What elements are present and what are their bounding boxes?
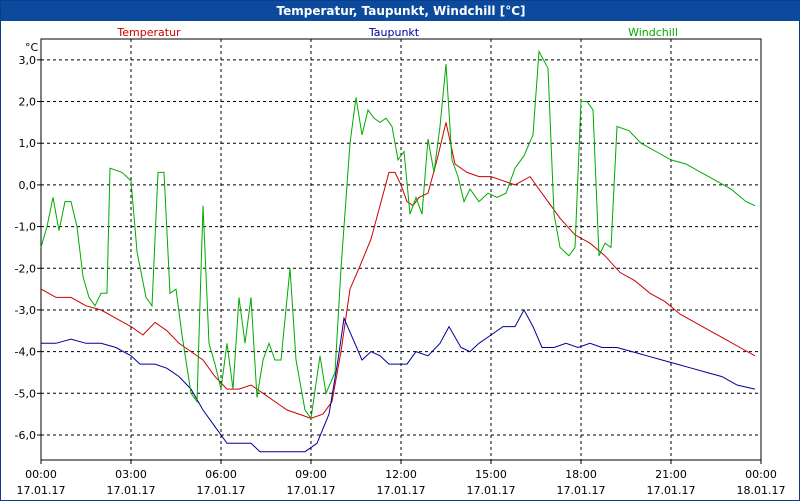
x-tick-time: 15:00 [475,468,507,481]
x-tick-date: 17.01.17 [107,484,156,497]
x-tick-time: 12:00 [385,468,417,481]
y-tick-label: 2,0 [19,96,37,109]
legend-label-temperatur: Temperatur [116,26,181,39]
series-line-temperatur [40,122,756,419]
x-tick-date: 17.01.17 [377,484,426,497]
chart-title: Temperatur, Taupunkt, Windchill [°C] [1,1,800,21]
x-tick-time: 21:00 [655,468,687,481]
x-tick-time: 00:00 [25,468,57,481]
legend: Temperatur Taupunkt Windchill [116,26,678,39]
series-line-taupunkt [41,308,756,453]
x-tick-time: 09:00 [295,468,327,481]
legend-label-taupunkt: Taupunkt [368,26,420,39]
y-unit-label: °C [25,41,39,54]
y-tick-label: 1,0 [19,137,37,150]
y-tick-label: -5,0 [15,387,36,400]
y-tick-label: 0,0 [19,179,37,192]
x-tick-date: 17.01.17 [647,484,696,497]
x-tick-date: 17.01.17 [557,484,606,497]
x-tick-date: 17.01.17 [287,484,336,497]
x-tick-time: 00:00 [745,468,777,481]
y-tick-label: -1,0 [15,221,36,234]
series-line-windchill [40,49,756,420]
axis-labels: 3,0 2,0 1,0 0,0 -1,0 -2,0 -3,0 -4,0 -5,0 -6,0 °C 00… [15,41,786,497]
x-tick-time: 18:00 [565,468,597,481]
x-tick-time: 06:00 [205,468,237,481]
legend-label-windchill: Windchill [628,26,678,39]
x-tick-date: 18.01.17 [737,484,786,497]
y-tick-label: 3,0 [19,54,37,67]
y-tick-label: -6,0 [15,429,36,442]
y-tick-label: -4,0 [15,346,36,359]
y-tick-label: -3,0 [15,304,36,317]
y-tick-label: -2,0 [15,262,36,275]
x-tick-time: 03:00 [115,468,147,481]
x-tick-date: 17.01.17 [17,484,66,497]
x-tick-date: 17.01.17 [467,484,516,497]
series-lines [40,49,756,453]
chart-svg: 3,0 2,0 1,0 0,0 -1,0 -2,0 -3,0 -4,0 -5,0 -6,0 °C 00… [1,21,799,500]
x-tick-date: 17.01.17 [197,484,246,497]
